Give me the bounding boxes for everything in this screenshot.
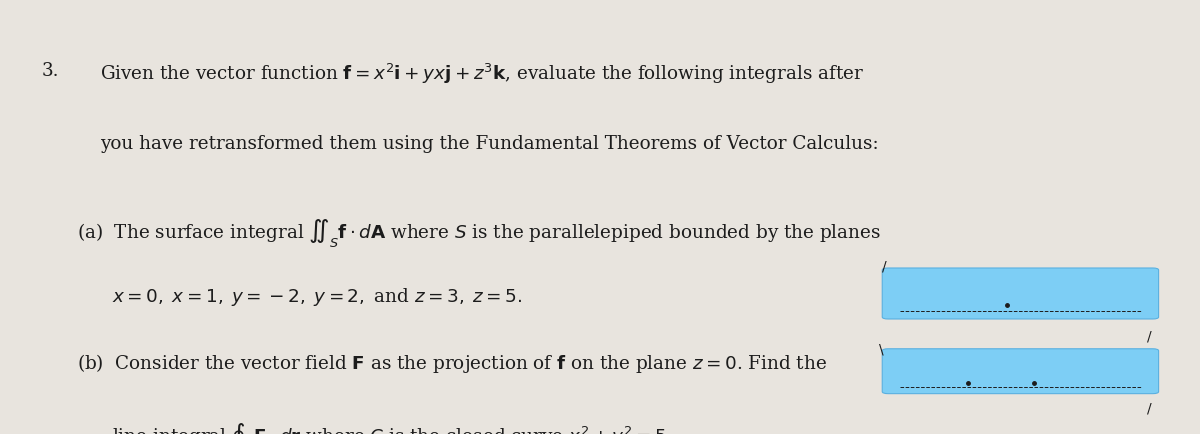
Text: (a)  The surface integral $\iint_S \mathbf{f} \cdot d\mathbf{A}$ where $S$ is th: (a) The surface integral $\iint_S \mathb… [77,217,881,249]
Text: /: / [1147,329,1152,343]
Text: Given the vector function $\mathbf{f} = x^2\mathbf{i} + yx\mathbf{j} + z^3\mathb: Given the vector function $\mathbf{f} = … [101,62,864,86]
Text: $x = 0,\; x = 1,\; y = -2,\; y = 2,$ and $z = 3,\; z = 5.$: $x = 0,\; x = 1,\; y = -2,\; y = 2,$ and… [112,286,522,308]
Text: /: / [882,260,887,274]
Text: \: \ [878,343,883,357]
Text: /: / [1147,402,1152,416]
FancyBboxPatch shape [882,268,1159,319]
Text: line integral $\oint_C \mathbf{F} \cdot d\mathbf{r}$ where $C$ is the closed cur: line integral $\oint_C \mathbf{F} \cdot … [112,421,672,434]
Text: you have retransformed them using the Fundamental Theorems of Vector Calculus:: you have retransformed them using the Fu… [101,135,878,153]
Text: (b)  Consider the vector field $\mathbf{F}$ as the projection of $\mathbf{f}$ on: (b) Consider the vector field $\mathbf{F… [77,352,827,375]
Text: 3.: 3. [42,62,59,80]
FancyBboxPatch shape [882,349,1159,394]
